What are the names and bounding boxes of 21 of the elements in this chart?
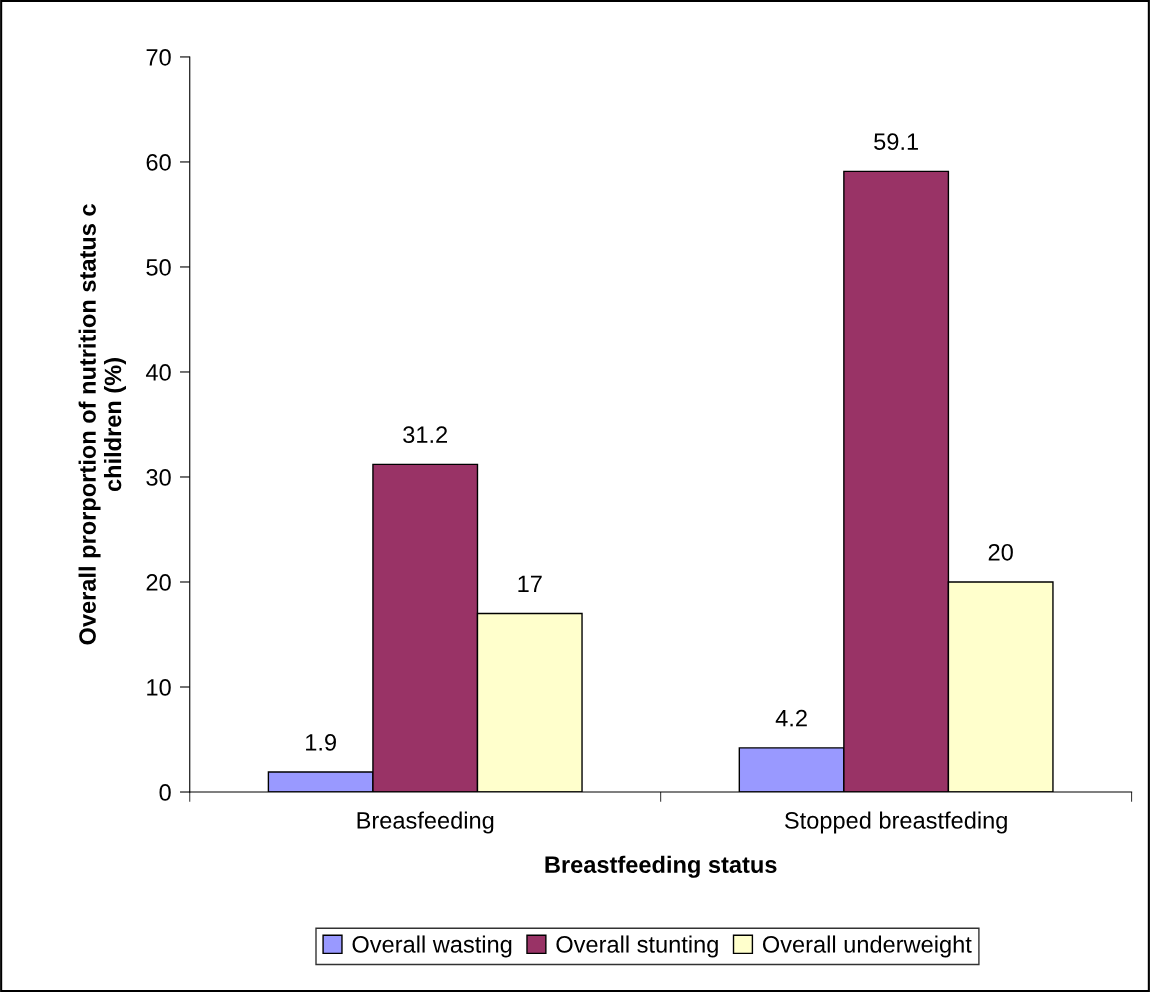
- y-tick-label: 0: [159, 784, 171, 801]
- legend-label: Overall stunting: [556, 935, 718, 958]
- data-label: 17: [518, 575, 542, 592]
- data-label: 31.2: [403, 426, 448, 444]
- data-label: 4.2: [775, 709, 807, 727]
- x-tick-label: Breasfeeding: [357, 811, 494, 834]
- data-label: 1.9: [306, 734, 336, 751]
- y-tick-label: 70: [146, 49, 171, 66]
- y-tick-label: 60: [146, 154, 171, 171]
- x-axis-title: Breastfeeding status: [545, 855, 777, 878]
- y-tick-label: 30: [146, 469, 171, 486]
- data-label: 20: [988, 543, 1013, 561]
- y-tick-label: 10: [147, 679, 171, 696]
- legend-label: Overall underweight: [762, 935, 972, 958]
- y-axis-title: Overall prorportion of nutrition status c children (%): [78, 204, 126, 645]
- data-label: 59.1: [874, 133, 918, 151]
- y-tick-label: 50: [146, 259, 171, 276]
- x-tick-label: Stopped breastfeding: [784, 811, 1007, 834]
- y-tick-label: 40: [145, 364, 171, 381]
- y-tick-label: 20: [146, 574, 171, 591]
- legend-label: Overall wasting: [352, 935, 512, 958]
